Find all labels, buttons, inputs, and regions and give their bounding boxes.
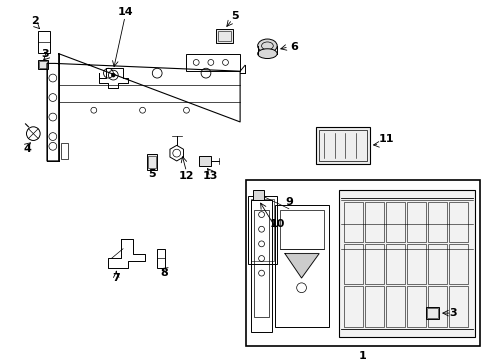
Bar [364,287,383,327]
Bar [448,244,468,284]
Circle shape [111,73,115,77]
Text: 3: 3 [41,49,49,59]
Text: 11: 11 [378,135,393,144]
Bar [427,308,437,318]
Bar [280,210,324,249]
Text: 9: 9 [285,197,292,207]
Bar [316,127,369,164]
Bar [364,244,383,284]
Text: 13: 13 [203,171,218,181]
Bar [186,54,240,71]
Bar [427,287,447,327]
Text: 7: 7 [112,273,120,283]
Text: 5: 5 [231,10,239,21]
Bar [253,210,269,317]
Text: 14: 14 [117,7,133,17]
Bar [319,130,366,161]
Text: 4: 4 [23,144,31,154]
Bar [448,202,468,242]
Bar [385,287,404,327]
Bar [426,307,438,319]
Bar [247,196,277,264]
Bar [217,31,231,41]
Bar [148,156,156,168]
Bar [245,180,479,346]
Bar [385,244,404,284]
Bar [427,202,447,242]
Bar [448,287,468,327]
Bar [406,244,425,284]
Text: 3: 3 [448,308,456,318]
Ellipse shape [257,39,277,53]
Polygon shape [285,253,319,278]
Text: 8: 8 [160,268,167,278]
Bar [343,244,362,284]
Bar [343,202,362,242]
Bar [250,200,272,332]
Text: 1: 1 [358,351,366,360]
Bar [199,156,210,166]
Bar [275,205,328,327]
Bar [38,31,50,53]
Bar [343,287,362,327]
Ellipse shape [257,49,277,59]
Bar [157,249,164,268]
Text: 6: 6 [289,42,297,52]
Bar [338,190,474,337]
Bar [147,154,157,170]
Bar [364,202,383,242]
Bar [385,202,404,242]
Bar [427,244,447,284]
Text: 10: 10 [269,219,285,229]
Bar [39,62,47,68]
Bar [215,29,233,43]
Bar [406,287,425,327]
Bar [406,202,425,242]
Text: 12: 12 [178,171,194,181]
Bar [38,60,48,69]
Bar [250,199,274,261]
Bar [252,190,264,200]
Text: 2: 2 [31,17,39,26]
Text: 5: 5 [148,168,156,179]
Bar [61,143,68,159]
